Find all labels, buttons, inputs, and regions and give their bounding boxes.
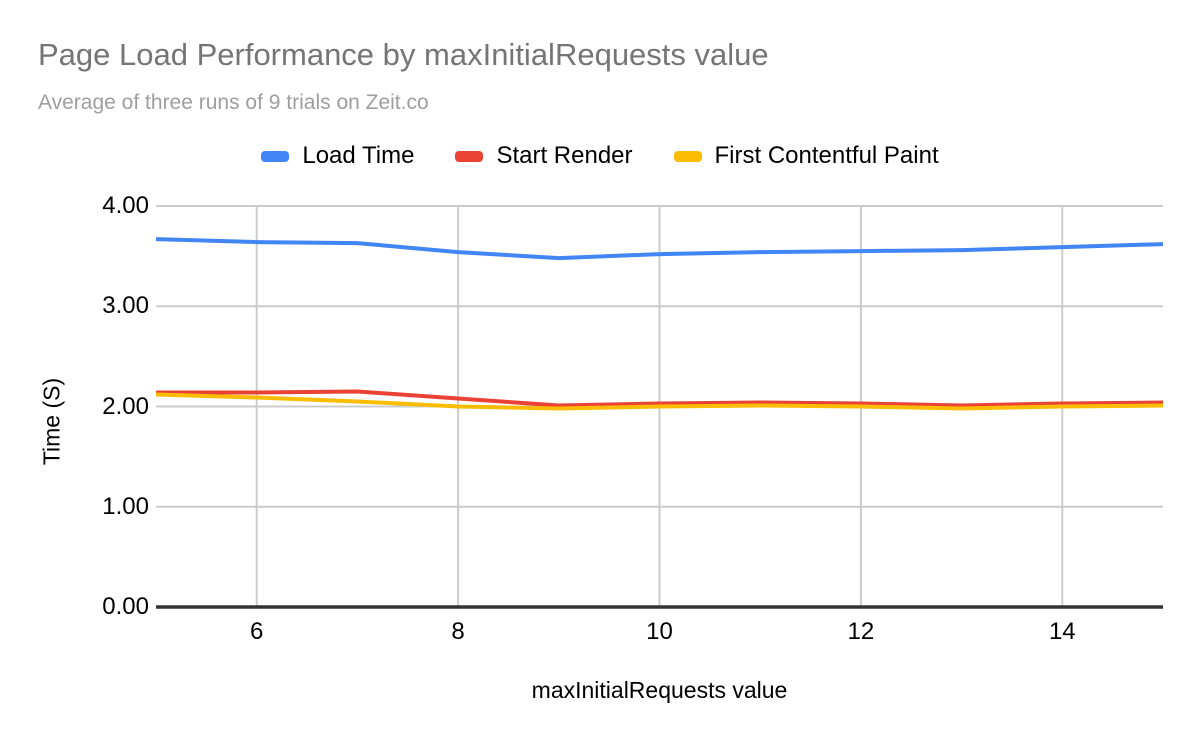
x-tick-label: 6 [250, 618, 264, 645]
x-tick-label: 8 [451, 618, 465, 645]
legend-swatch-icon [455, 150, 484, 162]
chart-subtitle: Average of three runs of 9 trials on Zei… [38, 91, 429, 114]
y-tick-label: 1.00 [102, 492, 149, 520]
y-tick-label: 3.00 [102, 292, 149, 320]
legend-swatch-icon [673, 150, 702, 162]
plot-area [156, 205, 1163, 609]
legend-item: First Contentful Paint [673, 142, 939, 170]
chart-title: Page Load Performance by maxInitialReque… [38, 37, 769, 72]
y-tick-label: 4.00 [102, 192, 149, 219]
series-line [156, 389, 1163, 408]
x-tick-label: 14 [1048, 618, 1076, 645]
legend-label: First Contentful Paint [714, 142, 939, 169]
series-line [156, 392, 1163, 411]
y-tick-label: 2.00 [102, 392, 149, 420]
series-line [156, 237, 1163, 261]
legend-label: Load Time [302, 142, 415, 169]
y-tick-label: 0.00 [102, 593, 149, 620]
x-axis-title: maxInitialRequests value [531, 677, 788, 703]
legend-item: Start Render [455, 142, 633, 170]
legend: Load Time Start Render First Contentful Pa… [0, 140, 1200, 172]
legend-label: Start Render [496, 142, 633, 169]
x-tick-label: 12 [847, 618, 875, 645]
legend-item: Load Time [261, 142, 414, 170]
legend-swatch-icon [261, 150, 290, 162]
x-tick-label: 10 [646, 618, 673, 645]
